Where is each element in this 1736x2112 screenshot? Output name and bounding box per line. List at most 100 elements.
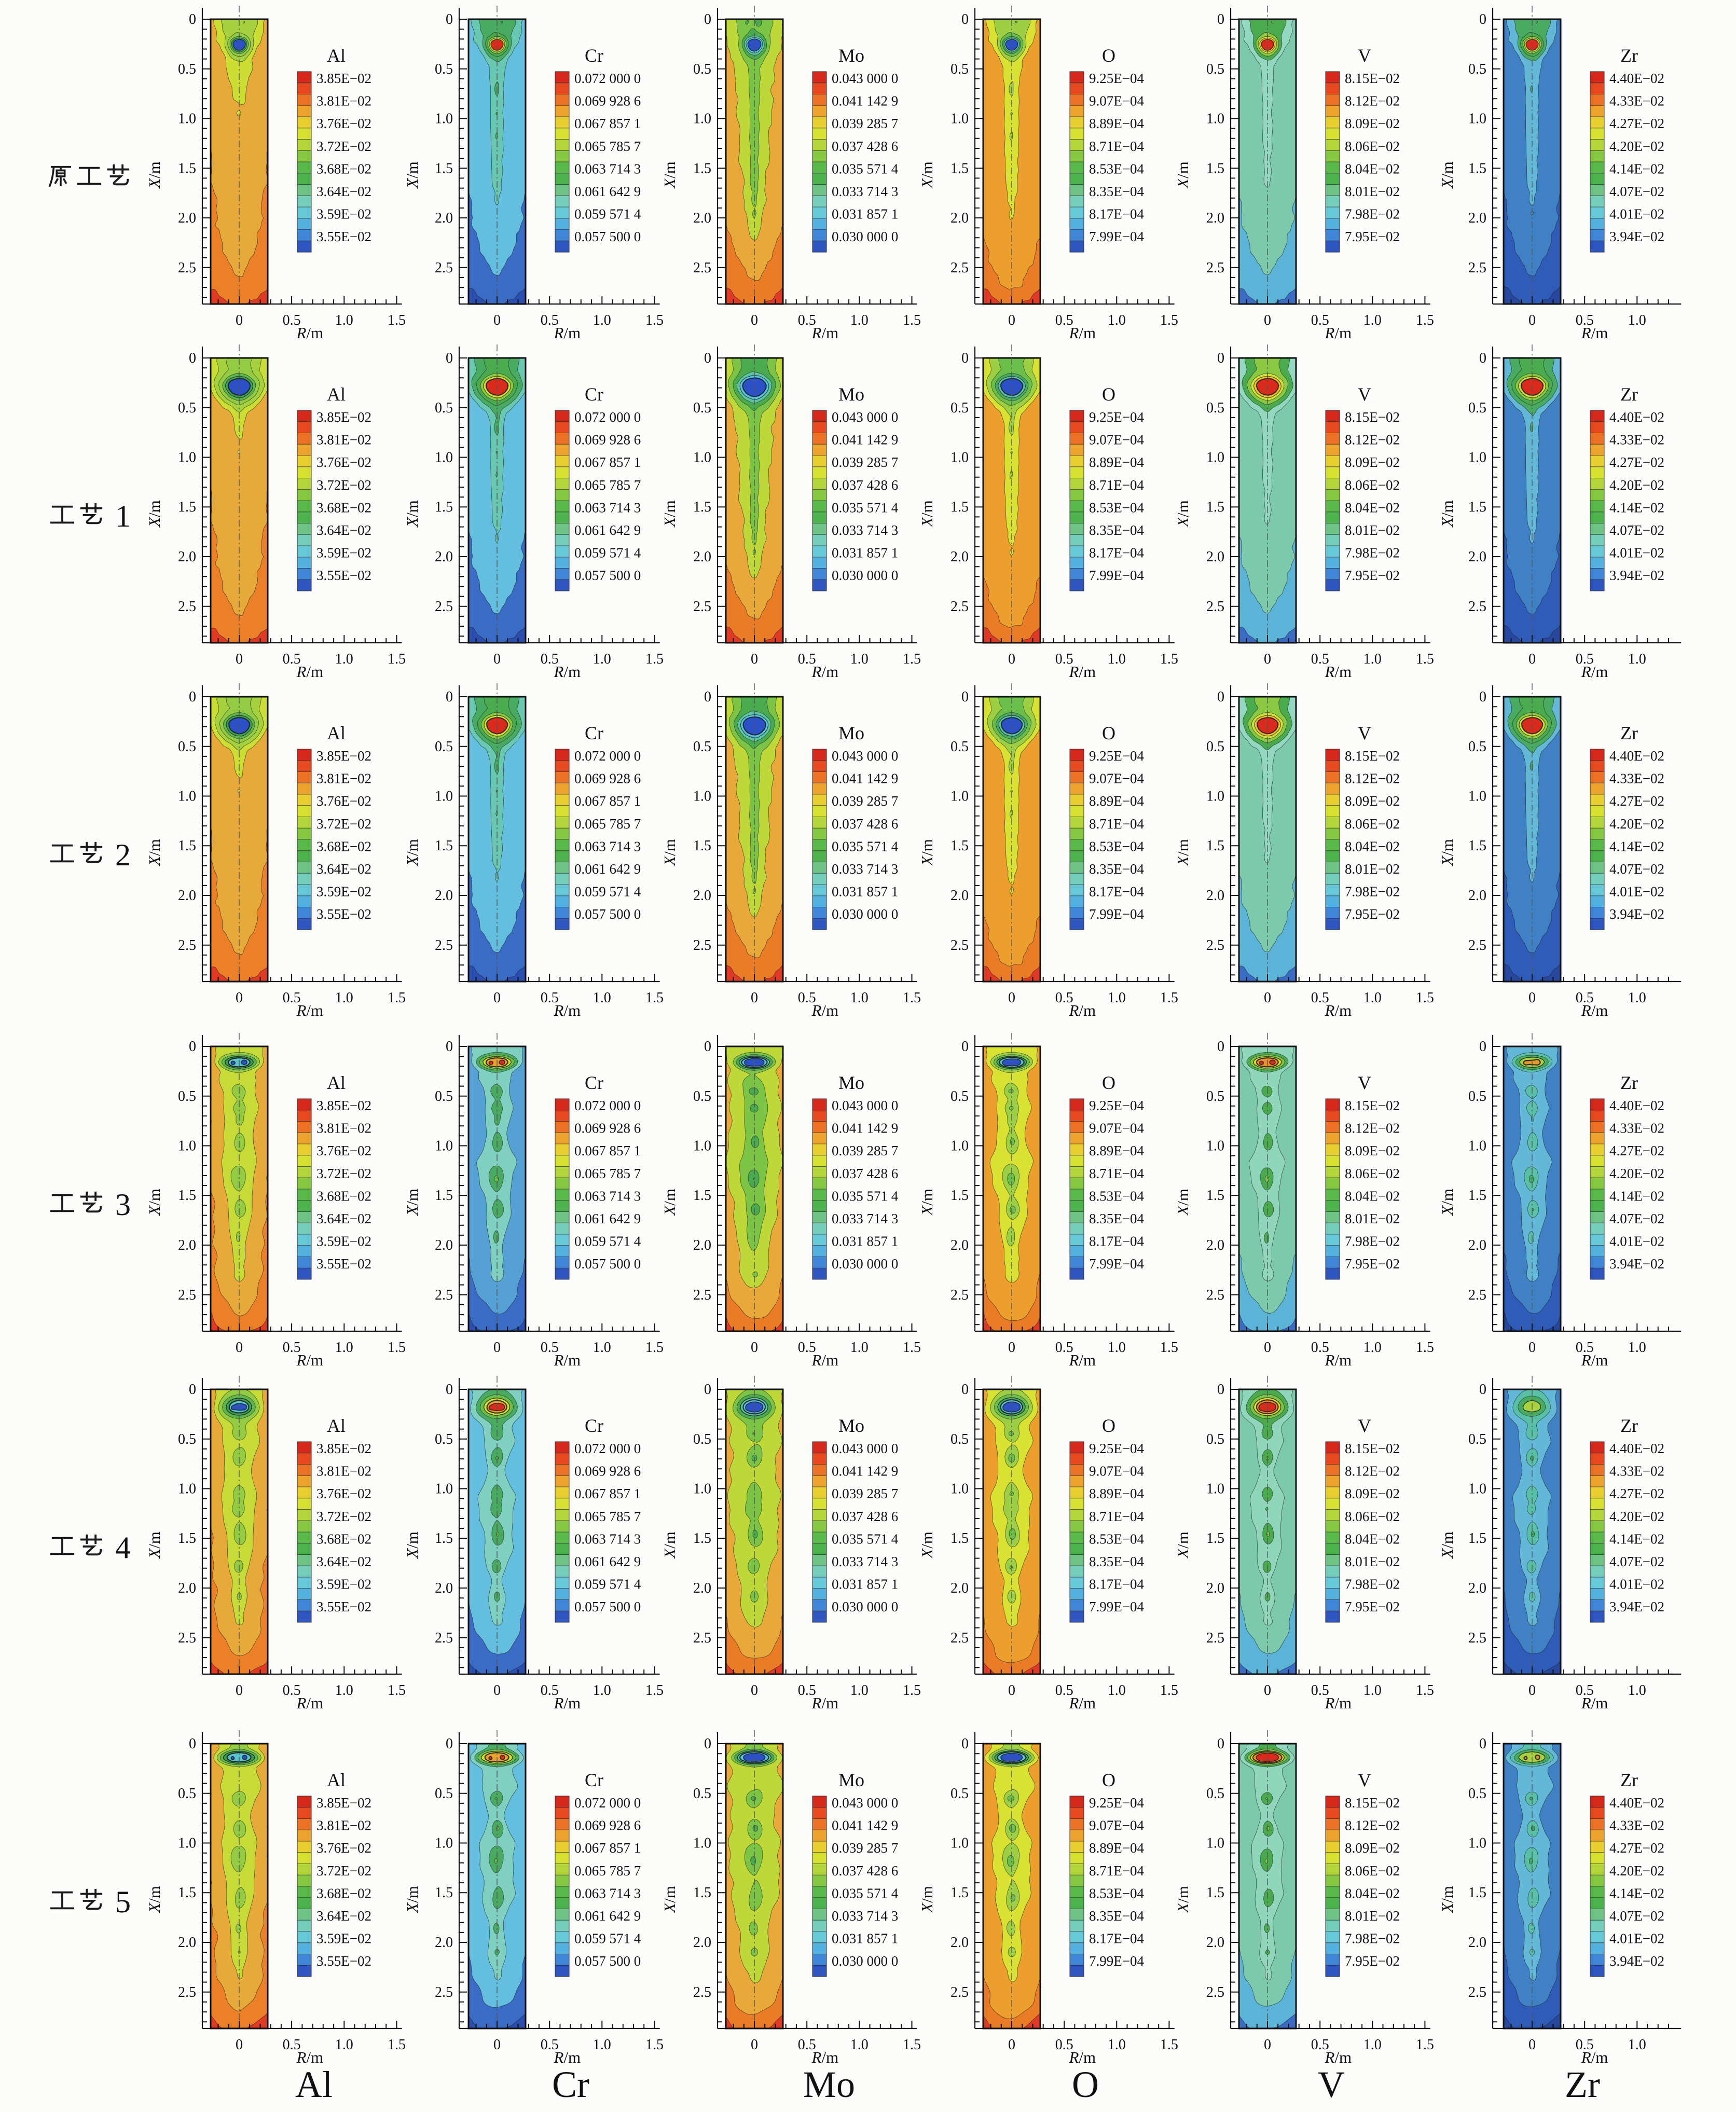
svg-text:0.037 428 6: 0.037 428 6 <box>832 139 898 154</box>
svg-text:8.12E−02: 8.12E−02 <box>1345 1121 1400 1136</box>
svg-text:0.072 000 0: 0.072 000 0 <box>574 1098 641 1113</box>
svg-text:1.5: 1.5 <box>1416 1340 1434 1356</box>
svg-text:2.0: 2.0 <box>1206 1935 1224 1951</box>
svg-text:8.35E−04: 8.35E−04 <box>1089 1908 1144 1924</box>
svg-text:1.5: 1.5 <box>388 990 406 1006</box>
svg-text:0.063 714 3: 0.063 714 3 <box>574 161 641 176</box>
svg-text:1.0: 1.0 <box>1468 1138 1486 1154</box>
svg-text:5: 5 <box>115 1885 131 1919</box>
svg-text:R/m: R/m <box>1068 324 1096 342</box>
svg-text:0: 0 <box>1264 651 1271 667</box>
svg-text:0.5: 0.5 <box>798 990 816 1006</box>
svg-text:0: 0 <box>751 1682 758 1699</box>
svg-text:0: 0 <box>704 11 711 27</box>
svg-text:Zr: Zr <box>1620 1770 1638 1790</box>
svg-text:1.0: 1.0 <box>693 111 711 127</box>
svg-text:Zr: Zr <box>1565 2064 1600 2105</box>
svg-text:3.59E−02: 3.59E−02 <box>316 206 371 222</box>
svg-text:4.01E−02: 4.01E−02 <box>1609 206 1664 222</box>
svg-text:R/m: R/m <box>296 662 323 681</box>
svg-text:3.76E−02: 3.76E−02 <box>316 793 371 809</box>
svg-text:0.063 714 3: 0.063 714 3 <box>574 500 641 515</box>
svg-text:0.065 785 7: 0.065 785 7 <box>574 1166 641 1181</box>
svg-text:0.030 000 0: 0.030 000 0 <box>832 1599 898 1614</box>
svg-text:1.5: 1.5 <box>950 160 969 176</box>
svg-text:8.12E−02: 8.12E−02 <box>1345 771 1400 786</box>
svg-text:3.94E−02: 3.94E−02 <box>1609 1953 1664 1969</box>
svg-text:4.01E−02: 4.01E−02 <box>1609 1234 1664 1249</box>
svg-text:1.0: 1.0 <box>593 312 611 328</box>
svg-text:1.5: 1.5 <box>693 838 711 854</box>
svg-text:R/m: R/m <box>296 1351 323 1369</box>
svg-text:8.53E−04: 8.53E−04 <box>1089 1885 1144 1901</box>
svg-text:0.031 857 1: 0.031 857 1 <box>832 1577 898 1592</box>
svg-text:0.5: 0.5 <box>950 1431 969 1447</box>
svg-text:7.98E−02: 7.98E−02 <box>1345 206 1400 222</box>
svg-text:R/m: R/m <box>1068 1001 1096 1019</box>
svg-text:R/m: R/m <box>1581 324 1608 342</box>
svg-text:1.5: 1.5 <box>693 1188 711 1204</box>
svg-text:0.5: 0.5 <box>178 61 196 77</box>
svg-text:0.039 285 7: 0.039 285 7 <box>832 793 898 809</box>
svg-text:1.5: 1.5 <box>388 1682 406 1699</box>
svg-text:1.5: 1.5 <box>435 1885 453 1901</box>
svg-text:1.0: 1.0 <box>1628 1340 1646 1356</box>
svg-text:4.01E−02: 4.01E−02 <box>1609 1931 1664 1947</box>
svg-text:X/m: X/m <box>403 1886 421 1914</box>
svg-text:3.68E−02: 3.68E−02 <box>316 161 371 176</box>
svg-text:8.89E−04: 8.89E−04 <box>1089 793 1144 809</box>
svg-text:X/m: X/m <box>660 1886 679 1914</box>
svg-text:1.0: 1.0 <box>693 450 711 466</box>
svg-text:7.95E−02: 7.95E−02 <box>1345 1256 1400 1272</box>
svg-text:0.043 000 0: 0.043 000 0 <box>832 409 898 425</box>
svg-text:0.037 428 6: 0.037 428 6 <box>832 1509 898 1524</box>
svg-text:0: 0 <box>1264 2037 1271 2053</box>
svg-text:1.0: 1.0 <box>1628 2037 1646 2053</box>
svg-text:3.85E−02: 3.85E−02 <box>316 71 371 86</box>
svg-text:3.94E−02: 3.94E−02 <box>1609 1256 1664 1272</box>
svg-text:3.64E−02: 3.64E−02 <box>316 1908 371 1924</box>
svg-text:X/m: X/m <box>918 1531 936 1559</box>
svg-text:1.0: 1.0 <box>1206 450 1224 466</box>
svg-text:0.5: 0.5 <box>1206 739 1224 755</box>
svg-text:0: 0 <box>961 1039 969 1055</box>
svg-text:8.01E−02: 8.01E−02 <box>1345 861 1400 877</box>
svg-text:0: 0 <box>189 1736 196 1752</box>
svg-text:9.25E−04: 9.25E−04 <box>1089 71 1144 86</box>
svg-text:2.5: 2.5 <box>178 260 196 276</box>
svg-text:Zr: Zr <box>1620 1072 1638 1093</box>
svg-text:2.0: 2.0 <box>435 1935 453 1951</box>
svg-text:3.85E−02: 3.85E−02 <box>316 1098 371 1113</box>
svg-text:R/m: R/m <box>1581 2048 1608 2066</box>
svg-text:X/m: X/m <box>145 500 163 528</box>
svg-text:2.0: 2.0 <box>1206 549 1224 565</box>
svg-text:8.17E−04: 8.17E−04 <box>1089 1234 1144 1249</box>
svg-text:R/m: R/m <box>296 324 323 342</box>
svg-text:8.06E−02: 8.06E−02 <box>1345 816 1400 832</box>
svg-text:0.057 500 0: 0.057 500 0 <box>574 906 641 922</box>
svg-text:1.5: 1.5 <box>903 2037 921 2053</box>
svg-text:0: 0 <box>446 689 453 705</box>
svg-text:X/m: X/m <box>1438 1531 1456 1559</box>
svg-text:0: 0 <box>704 1736 711 1752</box>
svg-text:0: 0 <box>236 1340 243 1356</box>
svg-text:1.5: 1.5 <box>950 838 969 854</box>
svg-text:V: V <box>1318 2064 1345 2105</box>
svg-text:1.5: 1.5 <box>178 1885 196 1901</box>
svg-text:0.043 000 0: 0.043 000 0 <box>832 71 898 86</box>
svg-text:4.20E−02: 4.20E−02 <box>1609 816 1664 832</box>
svg-text:3.59E−02: 3.59E−02 <box>316 1931 371 1947</box>
svg-text:0.5: 0.5 <box>283 990 301 1006</box>
svg-text:Mo: Mo <box>803 2064 855 2105</box>
svg-text:0.5: 0.5 <box>693 400 711 416</box>
svg-text:7.99E−04: 7.99E−04 <box>1089 229 1144 244</box>
svg-text:2.5: 2.5 <box>435 937 453 954</box>
svg-text:0.5: 0.5 <box>283 1682 301 1699</box>
svg-text:1.0: 1.0 <box>1363 1340 1382 1356</box>
svg-text:1.0: 1.0 <box>593 651 611 667</box>
svg-text:0.067 857 1: 0.067 857 1 <box>574 1486 641 1501</box>
svg-text:R/m: R/m <box>1324 1694 1352 1712</box>
svg-text:1.0: 1.0 <box>1628 312 1646 328</box>
svg-text:4.14E−02: 4.14E−02 <box>1609 1188 1664 1204</box>
svg-text:4.40E−02: 4.40E−02 <box>1609 1098 1664 1113</box>
